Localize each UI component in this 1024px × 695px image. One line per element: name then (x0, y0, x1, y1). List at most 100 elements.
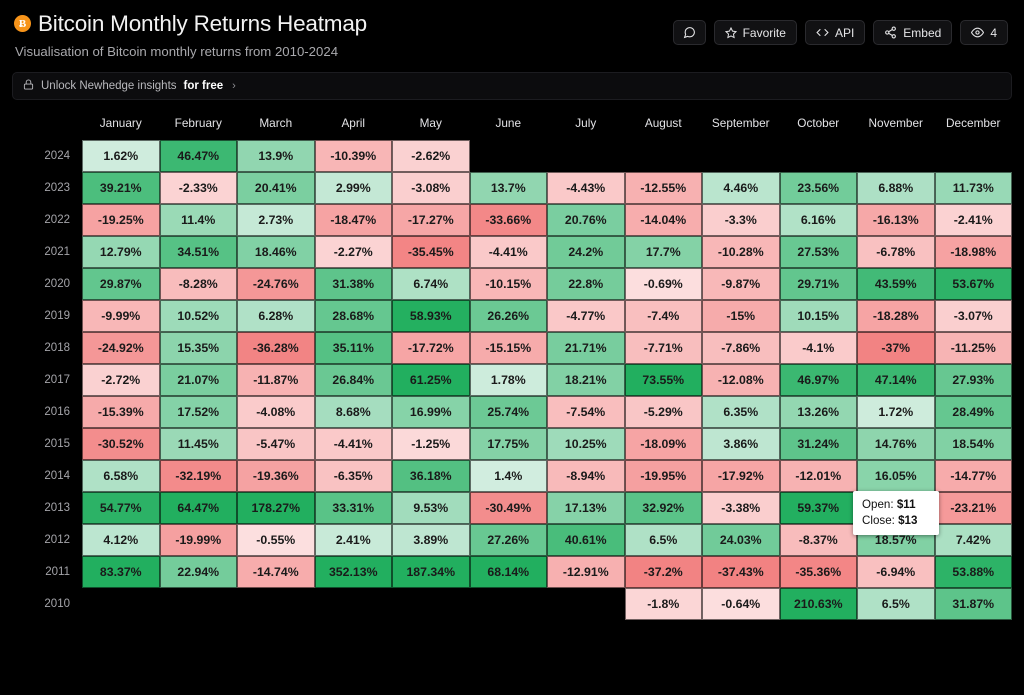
embed-button[interactable]: Embed (873, 20, 953, 45)
heatmap-cell-2022-july[interactable]: 20.76% (547, 204, 625, 236)
heatmap-cell-2021-june[interactable]: -4.41% (469, 236, 547, 268)
heatmap-cell-2023-november[interactable]: 6.88% (857, 172, 935, 204)
heatmap-cell-2011-july[interactable]: -12.91% (547, 556, 625, 588)
heatmap-cell-2022-november[interactable]: -16.13% (857, 204, 935, 236)
heatmap-cell-2018-october[interactable]: -4.1% (779, 332, 857, 364)
heatmap-cell-2019-december[interactable]: -3.07% (934, 300, 1012, 332)
heatmap-cell-2021-february[interactable]: 34.51% (159, 236, 237, 268)
heatmap-cell-2015-july[interactable]: 10.25% (547, 428, 625, 460)
heatmap-cell-2019-september[interactable]: -15% (702, 300, 780, 332)
heatmap-cell-2016-november[interactable]: 1.72% (857, 396, 935, 428)
heatmap-cell-2016-march[interactable]: -4.08% (237, 396, 315, 428)
heatmap-cell-2013-may[interactable]: 9.53% (392, 492, 470, 524)
heatmap-cell-2011-june[interactable]: 68.14% (469, 556, 547, 588)
heatmap-cell-2014-january[interactable]: 6.58% (82, 460, 160, 492)
heatmap-cell-2015-september[interactable]: 3.86% (702, 428, 780, 460)
heatmap-cell-2016-october[interactable]: 13.26% (779, 396, 857, 428)
heatmap-cell-2015-february[interactable]: 11.45% (159, 428, 237, 460)
heatmap-cell-2022-december[interactable]: -2.41% (934, 204, 1012, 236)
heatmap-cell-2011-november[interactable]: -6.94% (857, 556, 935, 588)
heatmap-cell-2017-september[interactable]: -12.08% (702, 364, 780, 396)
heatmap-cell-2018-june[interactable]: -15.15% (469, 332, 547, 364)
heatmap-cell-2011-august[interactable]: -37.2% (624, 556, 702, 588)
heatmap-cell-2018-november[interactable]: -37% (857, 332, 935, 364)
heatmap-cell-2012-september[interactable]: 24.03% (702, 524, 780, 556)
heatmap-cell-2018-july[interactable]: 21.71% (547, 332, 625, 364)
heatmap-cell-2014-february[interactable]: -32.19% (159, 460, 237, 492)
heatmap-cell-2020-april[interactable]: 31.38% (314, 268, 392, 300)
promo-banner[interactable]: Unlock Newhedge insights for free › (12, 72, 1012, 100)
heatmap-cell-2023-april[interactable]: 2.99% (314, 172, 392, 204)
heatmap-cell-2019-april[interactable]: 28.68% (314, 300, 392, 332)
heatmap-cell-2015-november[interactable]: 14.76% (857, 428, 935, 460)
heatmap-cell-2015-march[interactable]: -5.47% (237, 428, 315, 460)
heatmap-cell-2016-february[interactable]: 17.52% (159, 396, 237, 428)
heatmap-cell-2015-june[interactable]: 17.75% (469, 428, 547, 460)
heatmap-cell-2015-january[interactable]: -30.52% (82, 428, 160, 460)
heatmap-cell-2013-february[interactable]: 64.47% (159, 492, 237, 524)
heatmap-cell-2013-april[interactable]: 33.31% (314, 492, 392, 524)
heatmap-cell-2013-june[interactable]: -30.49% (469, 492, 547, 524)
heatmap-cell-2017-august[interactable]: 73.55% (624, 364, 702, 396)
heatmap-cell-2018-december[interactable]: -11.25% (934, 332, 1012, 364)
heatmap-cell-2013-october[interactable]: 59.37% (779, 492, 857, 524)
heatmap-cell-2012-october[interactable]: -8.37% (779, 524, 857, 556)
heatmap-cell-2021-october[interactable]: 27.53% (779, 236, 857, 268)
heatmap-cell-2019-october[interactable]: 10.15% (779, 300, 857, 332)
heatmap-cell-2012-july[interactable]: 40.61% (547, 524, 625, 556)
heatmap-cell-2014-april[interactable]: -6.35% (314, 460, 392, 492)
heatmap-cell-2016-june[interactable]: 25.74% (469, 396, 547, 428)
comment-button[interactable] (672, 20, 706, 45)
heatmap-cell-2014-august[interactable]: -19.95% (624, 460, 702, 492)
heatmap-cell-2010-october[interactable]: 210.63% (779, 588, 857, 620)
heatmap-cell-2017-april[interactable]: 26.84% (314, 364, 392, 396)
heatmap-cell-2022-april[interactable]: -18.47% (314, 204, 392, 236)
heatmap-cell-2015-april[interactable]: -4.41% (314, 428, 392, 460)
heatmap-cell-2011-december[interactable]: 53.88% (934, 556, 1012, 588)
heatmap-cell-2016-april[interactable]: 8.68% (314, 396, 392, 428)
heatmap-cell-2020-march[interactable]: -24.76% (237, 268, 315, 300)
heatmap-cell-2023-june[interactable]: 13.7% (469, 172, 547, 204)
heatmap-cell-2012-february[interactable]: -19.99% (159, 524, 237, 556)
heatmap-cell-2023-february[interactable]: -2.33% (159, 172, 237, 204)
heatmap-cell-2017-january[interactable]: -2.72% (82, 364, 160, 396)
heatmap-cell-2022-january[interactable]: -19.25% (82, 204, 160, 236)
heatmap-cell-2012-january[interactable]: 4.12% (82, 524, 160, 556)
heatmap-cell-2023-december[interactable]: 11.73% (934, 172, 1012, 204)
heatmap-cell-2015-august[interactable]: -18.09% (624, 428, 702, 460)
heatmap-cell-2017-december[interactable]: 27.93% (934, 364, 1012, 396)
heatmap-cell-2016-september[interactable]: 6.35% (702, 396, 780, 428)
heatmap-cell-2020-may[interactable]: 6.74% (392, 268, 470, 300)
heatmap-cell-2011-april[interactable]: 352.13% (314, 556, 392, 588)
heatmap-cell-2014-november[interactable]: 16.05% (857, 460, 935, 492)
heatmap-cell-2022-august[interactable]: -14.04% (624, 204, 702, 236)
heatmap-cell-2020-august[interactable]: -0.69% (624, 268, 702, 300)
heatmap-cell-2018-april[interactable]: 35.11% (314, 332, 392, 364)
heatmap-cell-2019-august[interactable]: -7.4% (624, 300, 702, 332)
heatmap-cell-2020-september[interactable]: -9.87% (702, 268, 780, 300)
heatmap-cell-2011-january[interactable]: 83.37% (82, 556, 160, 588)
heatmap-cell-2017-june[interactable]: 1.78% (469, 364, 547, 396)
heatmap-cell-2023-january[interactable]: 39.21% (82, 172, 160, 204)
heatmap-cell-2013-march[interactable]: 178.27% (237, 492, 315, 524)
heatmap-cell-2011-may[interactable]: 187.34% (392, 556, 470, 588)
heatmap-cell-2013-january[interactable]: 54.77% (82, 492, 160, 524)
heatmap-cell-2012-april[interactable]: 2.41% (314, 524, 392, 556)
heatmap-cell-2018-january[interactable]: -24.92% (82, 332, 160, 364)
heatmap-cell-2017-march[interactable]: -11.87% (237, 364, 315, 396)
heatmap-cell-2023-may[interactable]: -3.08% (392, 172, 470, 204)
favorite-button[interactable]: Favorite (713, 20, 797, 45)
heatmap-cell-2023-july[interactable]: -4.43% (547, 172, 625, 204)
heatmap-cell-2015-october[interactable]: 31.24% (779, 428, 857, 460)
heatmap-cell-2014-march[interactable]: -19.36% (237, 460, 315, 492)
heatmap-cell-2024-may[interactable]: -2.62% (392, 140, 470, 172)
heatmap-cell-2014-july[interactable]: -8.94% (547, 460, 625, 492)
heatmap-cell-2022-may[interactable]: -17.27% (392, 204, 470, 236)
heatmap-cell-2021-april[interactable]: -2.27% (314, 236, 392, 268)
heatmap-cell-2021-january[interactable]: 12.79% (82, 236, 160, 268)
heatmap-cell-2010-december[interactable]: 31.87% (934, 588, 1012, 620)
heatmap-cell-2021-may[interactable]: -35.45% (392, 236, 470, 268)
heatmap-cell-2020-january[interactable]: 29.87% (82, 268, 160, 300)
heatmap-cell-2019-july[interactable]: -4.77% (547, 300, 625, 332)
heatmap-cell-2014-may[interactable]: 36.18% (392, 460, 470, 492)
